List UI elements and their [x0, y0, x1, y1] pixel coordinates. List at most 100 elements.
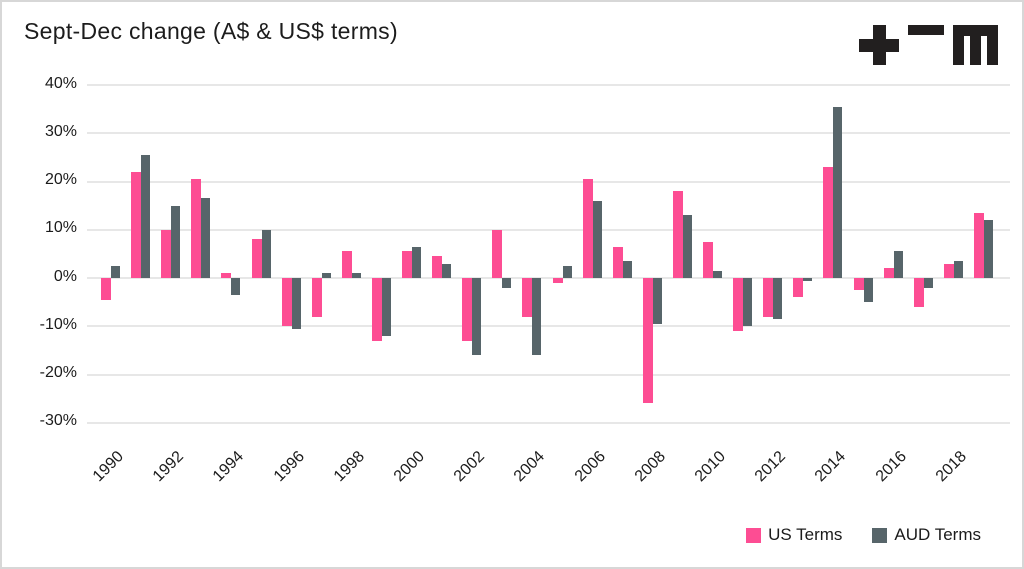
bar-aud-terms-2008 [652, 278, 662, 324]
x-tick-label-2014: 2014 [812, 448, 850, 486]
bar-us-terms-2001 [432, 256, 443, 278]
bar-us-terms-2005 [552, 278, 563, 283]
bar-us-terms-2004 [522, 278, 533, 317]
bar-aud-terms-2012 [773, 278, 783, 319]
x-tick-label-2004: 2004 [511, 448, 549, 486]
bar-aud-terms-2019 [983, 220, 993, 278]
bar-us-terms-1997 [311, 278, 322, 317]
x-tick-label-1996: 1996 [270, 448, 308, 486]
bar-us-terms-1995 [251, 239, 262, 278]
bar-us-terms-2018 [943, 263, 954, 278]
y-tick-label-20: 20% [44, 171, 77, 188]
bar-us-terms-2012 [763, 278, 774, 317]
legend-item-aud-terms: AUD Terms [872, 525, 981, 545]
bar-us-terms-2019 [973, 212, 984, 278]
bar-aud-terms-2013 [803, 278, 813, 282]
gridline-30 [87, 132, 1010, 135]
bar-us-terms-2003 [492, 229, 503, 278]
y-tick-label--30: -30% [39, 412, 77, 430]
bar-aud-terms-1990 [111, 265, 120, 278]
gridline-10 [87, 228, 1010, 231]
bar-us-terms-2013 [793, 278, 804, 298]
bar-us-terms-2006 [582, 179, 593, 278]
tem-logo [859, 24, 998, 66]
bar-aud-terms-1993 [201, 198, 211, 278]
x-tick-label-1998: 1998 [330, 448, 368, 486]
gridline-0 [87, 277, 1010, 279]
bar-us-terms-2011 [733, 278, 744, 332]
bar-aud-terms-1999 [381, 278, 391, 336]
bar-us-terms-2017 [913, 278, 924, 307]
us-terms-swatch [746, 527, 762, 543]
bar-aud-terms-2017 [923, 278, 933, 288]
bar-aud-terms-2006 [592, 200, 602, 278]
us-terms-label: US Terms [768, 525, 843, 544]
bar-aud-terms-2001 [442, 263, 452, 278]
y-tick-label-10: 10% [44, 219, 77, 237]
x-tick-label-1992: 1992 [150, 448, 188, 486]
bar-us-terms-1994 [221, 273, 232, 278]
x-tick-label-1994: 1994 [210, 448, 248, 486]
bar-aud-terms-2010 [713, 270, 722, 278]
bar-aud-terms-2009 [682, 215, 692, 278]
gridline--30 [87, 421, 1010, 424]
m-icon [953, 25, 998, 65]
x-tick-label-2016: 2016 [872, 448, 910, 486]
bar-aud-terms-1996 [291, 278, 301, 329]
x-tick-label-2006: 2006 [571, 448, 609, 486]
bar-us-terms-2015 [853, 278, 864, 291]
bar-us-terms-2010 [703, 241, 713, 278]
chart-title: Sept-Dec change (A$ & US$ terms) [24, 18, 398, 44]
y-tick-label--20: -20% [39, 364, 77, 381]
legend-item-us-terms: US Terms [746, 525, 842, 545]
plot-area [87, 84, 1010, 424]
bar-aud-terms-2016 [893, 251, 903, 278]
bar-aud-terms-2004 [532, 278, 542, 356]
bar-aud-terms-2003 [502, 278, 512, 288]
bar-us-terms-1992 [161, 229, 172, 278]
x-tick-label-2018: 2018 [932, 448, 970, 486]
aud-terms-label: AUD Terms [894, 525, 981, 544]
gridline-20 [87, 180, 1010, 183]
plus-icon [859, 25, 899, 65]
bar-aud-terms-2000 [412, 246, 421, 278]
x-tick-label-1990: 1990 [89, 448, 128, 486]
gridline-40 [87, 84, 1010, 86]
x-tick-label-2002: 2002 [451, 448, 489, 486]
bar-aud-terms-1995 [261, 229, 271, 278]
bar-us-terms-1993 [191, 179, 202, 278]
bar-aud-terms-2014 [833, 106, 843, 278]
y-tick-label-0: 0% [53, 267, 77, 285]
bar-aud-terms-2011 [743, 278, 753, 327]
bar-us-terms-2008 [642, 278, 653, 404]
y-tick-label-30: 30% [44, 122, 77, 140]
bar-aud-terms-2018 [953, 261, 963, 278]
bar-aud-terms-2015 [863, 278, 873, 303]
aud-terms-swatch [872, 527, 888, 543]
equals-icon [908, 25, 944, 65]
gridline--10 [87, 325, 1010, 328]
x-tick-label-2000: 2000 [390, 448, 429, 486]
bar-aud-terms-1998 [351, 273, 361, 278]
bar-aud-terms-2002 [472, 278, 482, 356]
bar-us-terms-1998 [341, 251, 352, 278]
bar-us-terms-2009 [672, 191, 683, 278]
bar-aud-terms-1992 [171, 205, 181, 278]
bar-us-terms-1999 [371, 278, 382, 341]
bar-aud-terms-2007 [622, 261, 632, 278]
bar-us-terms-1990 [101, 278, 111, 300]
bar-us-terms-1991 [131, 171, 142, 278]
gridline--20 [87, 373, 1010, 376]
bar-aud-terms-2005 [562, 265, 572, 278]
bar-us-terms-2016 [883, 268, 894, 278]
x-tick-label-2010: 2010 [691, 448, 730, 486]
x-tick-label-2012: 2012 [752, 448, 790, 486]
bar-us-terms-2014 [823, 167, 834, 278]
bar-aud-terms-1997 [321, 273, 331, 278]
bar-aud-terms-1991 [141, 154, 151, 278]
y-tick-label-40: 40% [44, 74, 77, 92]
legend: US Terms AUD Terms [746, 525, 981, 545]
bar-us-terms-1996 [281, 278, 292, 327]
bar-us-terms-2002 [462, 278, 473, 341]
